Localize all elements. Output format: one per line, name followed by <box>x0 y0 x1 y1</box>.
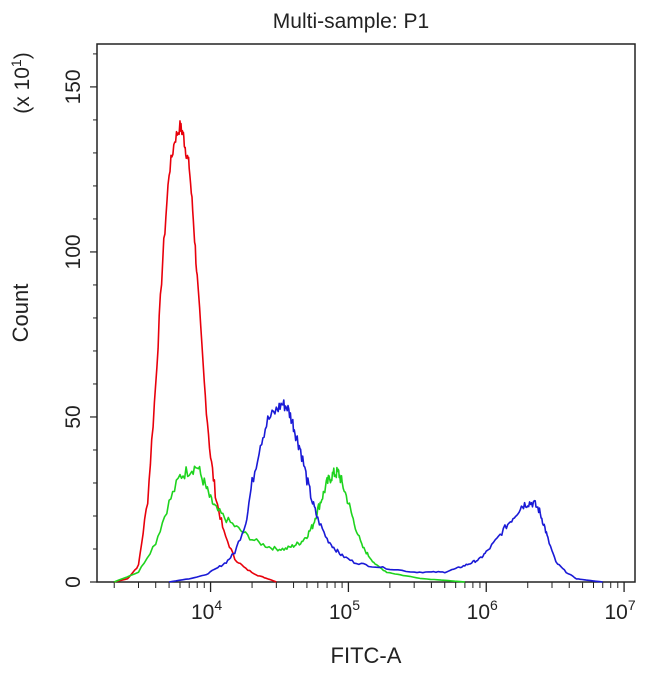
series-layer <box>113 120 603 583</box>
x-axis-label: FITC-A <box>331 643 402 668</box>
y-multiplier-exponent: 1 <box>8 59 24 67</box>
y-tick-label: 50 <box>62 405 85 428</box>
x-tick-exponent: 7 <box>628 597 636 613</box>
x-tick-base: 10 <box>467 601 490 624</box>
x-tick-label: 106 <box>467 597 498 624</box>
x-tick-exponent: 5 <box>352 597 360 613</box>
x-tick-base: 10 <box>605 601 628 624</box>
y-tick-label: 0 <box>62 576 85 588</box>
x-tick-base: 10 <box>191 601 214 624</box>
y-multiplier-suffix: ) <box>11 52 34 59</box>
x-axis-ticks: 104 105 106 107 <box>113 582 636 624</box>
y-axis-label: Count <box>8 284 33 343</box>
x-tick-label: 107 <box>605 597 636 624</box>
y-multiplier-prefix: (x 10 <box>11 67 34 114</box>
x-tick-label: 105 <box>329 597 360 624</box>
chart-title: Multi-sample: P1 <box>273 10 429 33</box>
x-tick-exponent: 6 <box>490 597 498 613</box>
histogram-series-3 <box>168 399 603 583</box>
y-axis-ticks: 0 50 100 150 <box>62 53 97 588</box>
y-tick-label: 150 <box>62 69 85 104</box>
plot-frame <box>96 43 636 583</box>
histogram-series-2 <box>113 465 465 583</box>
x-tick-exponent: 4 <box>214 597 222 613</box>
histogram-series-1 <box>113 120 277 583</box>
y-tick-label: 100 <box>62 234 85 269</box>
x-tick-base: 10 <box>329 601 352 624</box>
y-axis-multiplier: (x 101) <box>8 52 34 113</box>
x-tick-label: 104 <box>191 597 222 624</box>
